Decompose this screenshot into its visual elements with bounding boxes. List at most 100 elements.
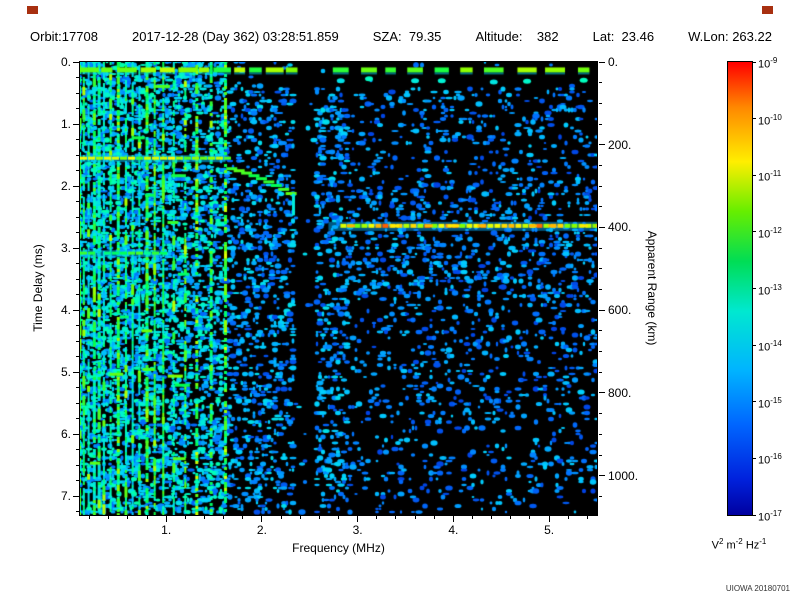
colorbar-tick — [752, 118, 756, 120]
x-minor-tick — [184, 516, 186, 519]
range-tick-label: 600. — [608, 303, 632, 318]
y-minor-tick — [76, 402, 79, 404]
colorbar-tick — [752, 231, 756, 233]
x-minor-tick — [567, 516, 569, 519]
x-tick — [261, 516, 263, 522]
x-minor-tick — [376, 516, 378, 519]
y-minor-tick — [76, 294, 79, 296]
colorbar-tick-label: 10-17 — [758, 509, 782, 524]
x-tick — [452, 516, 454, 522]
range-tick — [599, 309, 605, 311]
colorbar-tick-label: 10-12 — [758, 225, 782, 241]
x-minor-tick — [146, 516, 148, 519]
x-minor-tick — [586, 516, 588, 519]
unit-text: V — [711, 539, 719, 552]
colorbar-tick — [752, 174, 756, 176]
range-minor-tick — [599, 123, 602, 125]
colorbar-tick-label: 10-14 — [758, 339, 782, 354]
header-sza: SZA: 79.35 — [372, 29, 442, 44]
x-minor-tick — [108, 516, 110, 519]
colorbar — [727, 61, 753, 516]
range-minor-tick — [599, 102, 602, 104]
colorbar-tick-label: 10-11 — [758, 169, 782, 184]
y-minor-tick — [76, 216, 79, 218]
y-minor-tick — [76, 387, 79, 389]
y-tick — [73, 61, 79, 63]
y-tick — [73, 309, 79, 311]
range-minor-tick — [599, 413, 602, 415]
y-minor-tick — [76, 232, 79, 234]
unit-text: Hz — [742, 539, 760, 552]
range-minor-tick — [599, 206, 602, 208]
x-tick-label: 3. — [352, 523, 363, 537]
y-minor-tick — [76, 449, 79, 451]
y-minor-tick — [76, 480, 79, 482]
y-tick-label: 0. — [60, 55, 71, 69]
y-axis-label-right: Apparent Range (km) — [645, 230, 659, 346]
colorbar-tick — [752, 288, 756, 289]
header-altitude: Altitude: 382 — [475, 29, 559, 44]
colorbar-tick-label: 10-16 — [758, 452, 782, 468]
range-minor-tick — [599, 247, 602, 249]
range-minor-tick — [599, 495, 602, 497]
y-minor-tick — [76, 418, 79, 420]
x-tick-label: 2. — [256, 523, 267, 537]
range-tick — [599, 226, 605, 228]
colorbar-tick — [752, 401, 756, 403]
range-tick-label: 400. — [608, 220, 632, 235]
range-tick-label: 200. — [608, 137, 632, 152]
x-minor-tick — [472, 516, 474, 519]
range-minor-tick — [599, 164, 602, 166]
colorbar-tick-label: 10-15 — [758, 395, 782, 411]
y-tick-label: 7. — [60, 489, 71, 504]
y-tick-label: 2. — [60, 179, 71, 194]
header-latitude: Lat: 23.46 — [592, 29, 655, 44]
y-minor-tick — [76, 154, 79, 156]
y-tick-label: 3. — [60, 241, 71, 256]
x-tick — [165, 516, 167, 522]
range-minor-tick — [599, 371, 602, 373]
range-tick — [599, 475, 605, 477]
colorbar-tick-label: 10-10 — [758, 112, 782, 128]
x-tick-label: 5. — [544, 523, 555, 537]
y-minor-tick — [76, 170, 79, 172]
x-minor-tick — [318, 516, 320, 519]
x-minor-tick — [529, 516, 531, 519]
y-minor-tick — [76, 278, 79, 280]
range-tick-label: 0. — [608, 55, 619, 69]
range-minor-tick — [599, 289, 602, 291]
x-tick-label: 4. — [448, 523, 459, 537]
y-minor-tick — [76, 108, 79, 110]
y-tick — [73, 495, 79, 497]
spectrogram-canvas — [80, 62, 597, 515]
range-minor-tick — [599, 330, 602, 332]
colorbar-tick-label: 10-9 — [758, 56, 778, 71]
y-minor-tick — [76, 325, 79, 327]
y-minor-tick — [76, 92, 79, 94]
credit-text: UIOWA 20180701 — [725, 584, 790, 593]
x-minor-tick — [242, 516, 244, 519]
unit-exponent: -2 — [735, 537, 743, 546]
x-minor-tick — [89, 516, 91, 519]
y-minor-tick — [76, 139, 79, 141]
range-minor-tick — [599, 82, 602, 84]
x-tick — [357, 516, 359, 522]
y-minor-tick — [76, 77, 79, 78]
header-datetime: 2017-12-28 (Day 362) 03:28:51.859 — [131, 29, 339, 44]
x-minor-tick — [338, 516, 339, 519]
spectrogram-plot — [79, 61, 598, 516]
x-minor-tick — [127, 516, 129, 519]
unit-exponent: 2 — [718, 537, 724, 546]
y-tick-label: 1. — [60, 117, 71, 132]
range-tick — [599, 144, 605, 146]
y-tick — [73, 247, 79, 249]
y-tick — [73, 185, 79, 187]
x-minor-tick — [414, 516, 416, 519]
y-tick — [73, 371, 79, 373]
colorbar-tick — [752, 514, 756, 516]
header-orbit: Orbit:17708 — [30, 29, 98, 44]
range-minor-tick — [599, 433, 602, 435]
range-minor-tick — [599, 268, 602, 270]
range-minor-tick — [599, 351, 602, 353]
y-tick — [73, 123, 79, 125]
